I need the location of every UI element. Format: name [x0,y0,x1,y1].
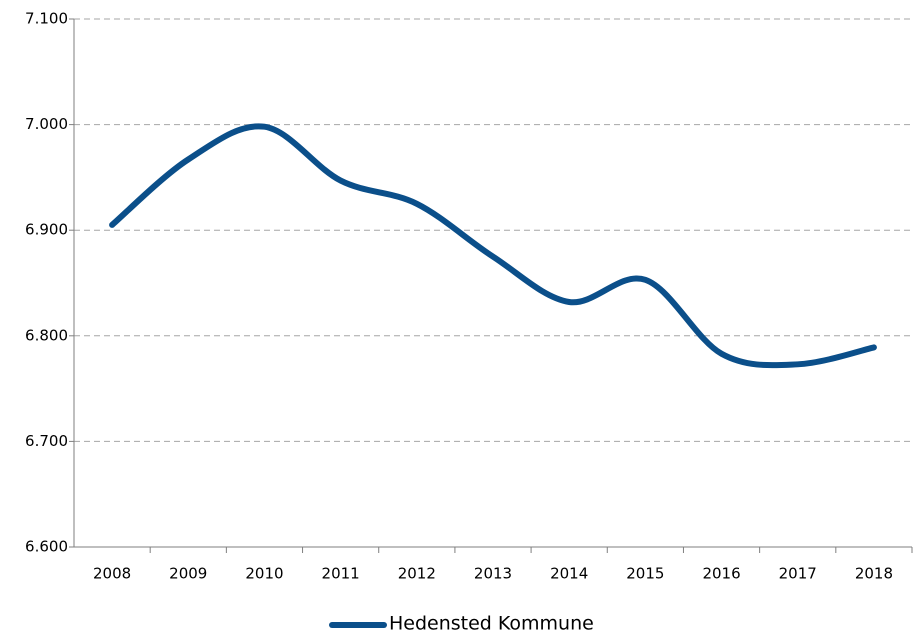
y-tick-label: 6.600 [25,538,68,556]
x-tick-label: 2008 [93,565,131,583]
legend-label: Hedensted Kommune [389,613,594,634]
x-tick-label: 2009 [169,565,207,583]
x-tick-label: 2016 [702,565,740,583]
line [109,123,877,369]
x-tick-label: 2012 [398,565,436,583]
x-tick-label: 2013 [474,565,512,583]
y-tick-label: 6.800 [25,326,68,344]
y-tick-label: 7.000 [25,115,68,133]
y-tick-label: 6.900 [25,221,68,239]
x-tick-label: 2010 [245,565,283,583]
y-tick-label: 7.100 [25,10,68,28]
x-tick-label: 2011 [322,565,360,583]
x-tick-label: 2014 [550,565,588,583]
y-tick-label: 6.700 [25,432,68,450]
x-tick-label: 2015 [626,565,664,583]
x-tick-label: 2018 [855,565,893,583]
x-tick-label: 2017 [779,565,817,583]
